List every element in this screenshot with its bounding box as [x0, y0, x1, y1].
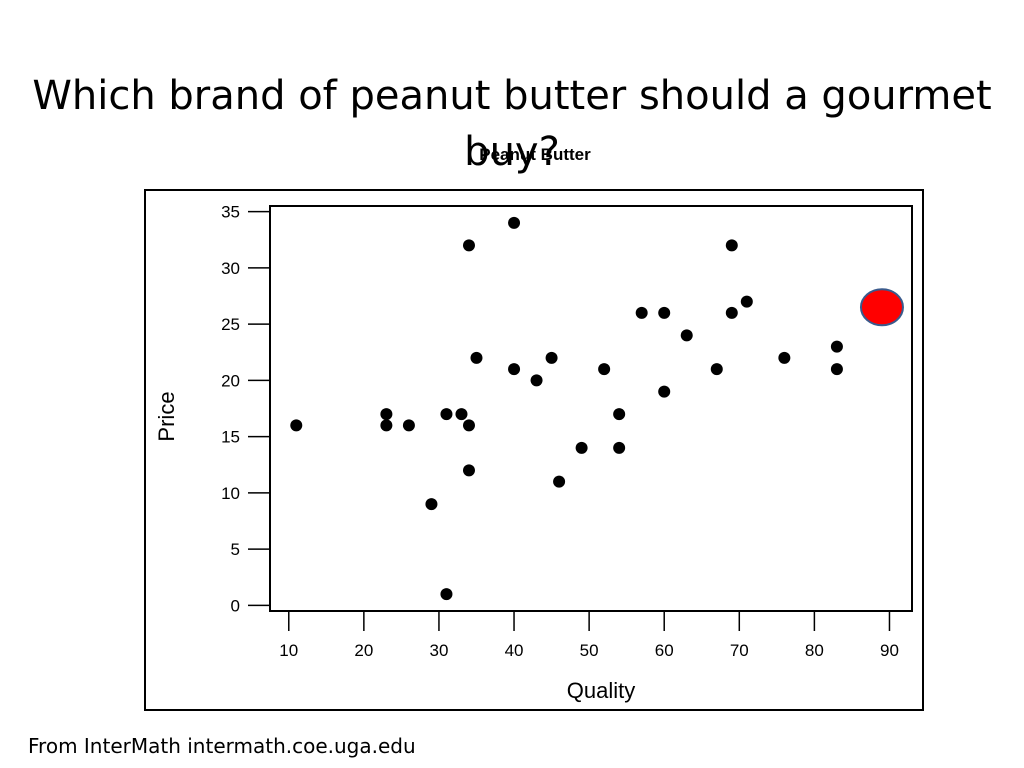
data-point	[725, 239, 738, 252]
x-tick-label: 20	[354, 641, 373, 660]
data-point	[380, 408, 393, 421]
data-point	[635, 306, 648, 319]
data-point	[508, 363, 521, 376]
y-tick-label: 5	[231, 540, 240, 559]
y-tick-label: 25	[221, 315, 240, 334]
data-point	[470, 351, 483, 364]
data-point	[425, 498, 438, 511]
data-point	[462, 419, 475, 432]
x-tick-label: 40	[505, 641, 524, 660]
x-tick-label: 50	[580, 641, 599, 660]
data-point	[440, 408, 453, 421]
data-point	[658, 306, 671, 319]
data-point	[462, 239, 475, 252]
data-point	[598, 363, 611, 376]
data-point	[740, 295, 753, 308]
data-point	[545, 351, 558, 364]
x-tick-label: 10	[279, 641, 298, 660]
highlight-point	[859, 288, 904, 327]
data-point	[462, 464, 475, 477]
y-tick-label: 15	[221, 428, 240, 447]
y-tick-label: 20	[221, 371, 240, 390]
x-tick-label: 70	[730, 641, 749, 660]
chart-title: Peanut Butter	[479, 145, 591, 164]
y-axis-label: Price	[154, 391, 179, 441]
scatter-plot: 0 5 10 15 20 25 30 35 10 20 30 40 50 60 70 80 90 Quality P…	[154, 203, 913, 703]
x-axis-label: Quality	[567, 678, 635, 703]
data-point	[725, 306, 738, 319]
data-point	[380, 419, 393, 432]
x-tick-label: 90	[880, 641, 899, 660]
y-tick-label: 30	[221, 259, 240, 278]
data-point	[778, 351, 791, 364]
y-tick-label: 0	[231, 596, 240, 615]
source-credit: From InterMath intermath.coe.uga.edu	[28, 734, 416, 758]
slide-title: Which brand of peanut butter should a go…	[32, 73, 992, 175]
data-point	[455, 408, 468, 421]
data-point	[508, 216, 521, 229]
data-point	[710, 363, 723, 376]
data-point	[530, 374, 543, 387]
x-tick-label: 80	[805, 641, 824, 660]
chart-frame: 0 5 10 15 20 25 30 35 10 20 30 40 50 60 70 80 90 Quality P…	[144, 189, 924, 711]
x-tick-label: 60	[655, 641, 674, 660]
data-point	[575, 441, 588, 454]
data-point	[613, 441, 626, 454]
data-point	[402, 419, 415, 432]
data-point	[613, 408, 626, 421]
data-point	[830, 340, 843, 353]
data-point	[830, 363, 843, 376]
data-point	[680, 329, 693, 342]
data-point	[440, 588, 453, 601]
y-tick-label: 10	[221, 484, 240, 503]
plot-area-border	[269, 205, 913, 612]
data-point	[290, 419, 303, 432]
data-point	[553, 475, 566, 488]
y-tick-label: 35	[221, 203, 240, 222]
x-tick-label: 30	[429, 641, 448, 660]
data-point	[658, 385, 671, 398]
